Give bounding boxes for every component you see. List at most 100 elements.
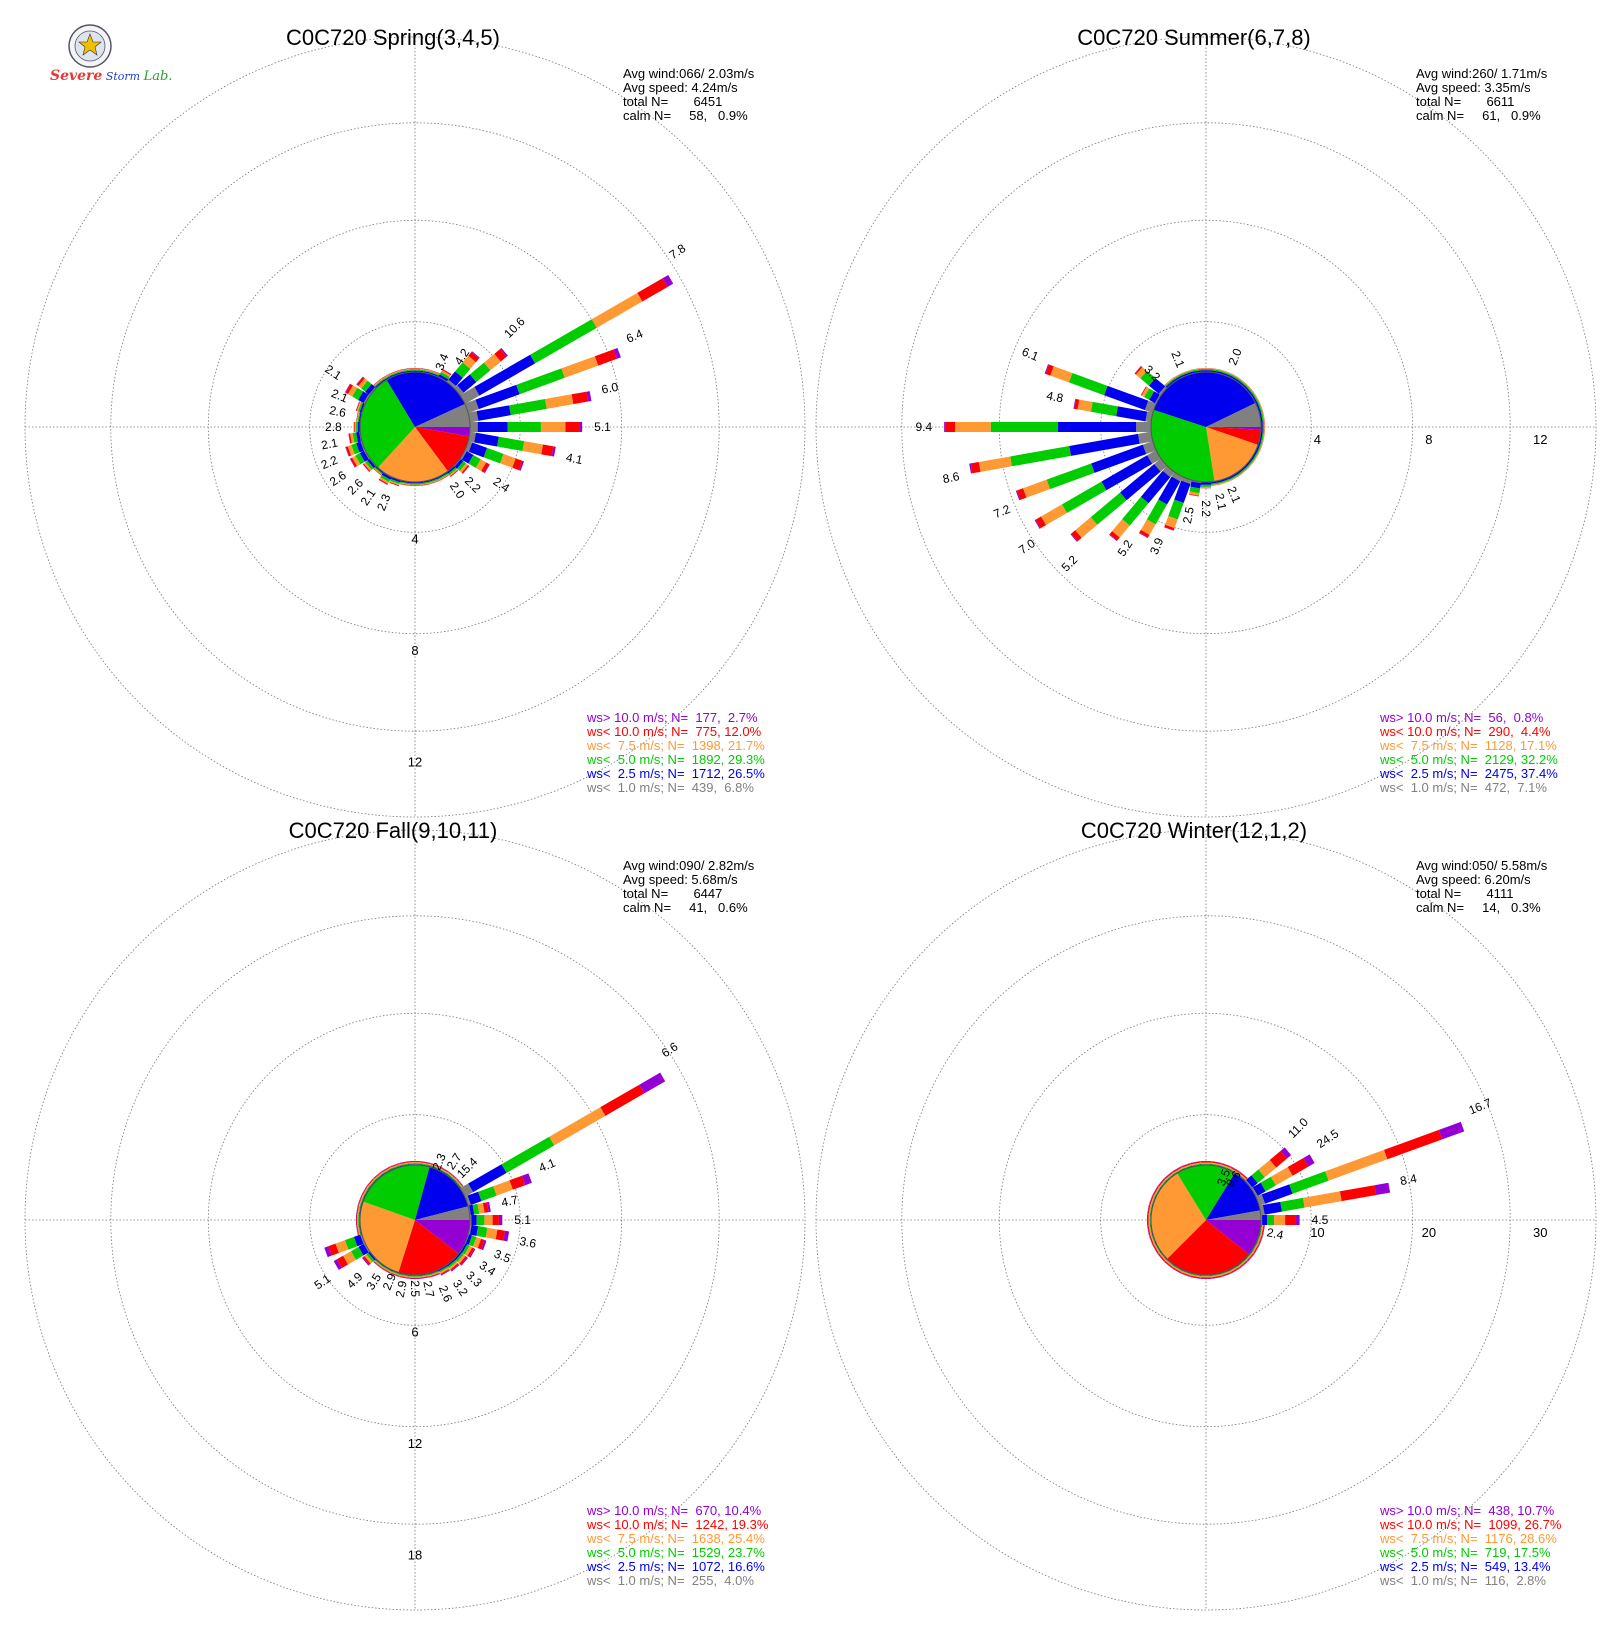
panel-title: C0C720 Fall(9,10,11) xyxy=(289,818,498,843)
sector-bar-segment xyxy=(464,441,473,452)
sector-bar-segment xyxy=(1190,1276,1201,1279)
sector-bar-segment xyxy=(1289,1171,1329,1194)
sector-bar-segment xyxy=(429,370,440,375)
sector-bar-segment xyxy=(390,369,400,374)
sector-bar-segment xyxy=(1144,388,1155,400)
sector-bar-segment xyxy=(335,1240,349,1254)
stats-line: calm N= 61, 0.9% xyxy=(1416,108,1541,123)
sector-bar-segment xyxy=(519,460,525,471)
sector-bar-segment xyxy=(456,461,467,472)
sector-bar-segment xyxy=(1201,1276,1211,1278)
sector-bar-segment xyxy=(358,378,368,389)
sector-bar-segment xyxy=(1274,1215,1286,1225)
legend-entry: ws< 1.0 m/s; N= 116, 2.8% xyxy=(1379,1573,1546,1588)
sector-bar-segment xyxy=(600,1084,645,1116)
sector-bar-segment xyxy=(1152,1186,1158,1196)
sector-bar-segment xyxy=(451,1264,460,1272)
sector-bar-segment xyxy=(450,470,459,478)
sector-value-label: 2.2 xyxy=(319,453,340,472)
sector-bar-segment xyxy=(1256,441,1262,452)
pie-slice xyxy=(1206,1220,1261,1255)
sector-bar-segment xyxy=(358,1243,369,1256)
sector-bar-segment xyxy=(1210,1274,1221,1278)
sector-bar-segment xyxy=(1116,406,1148,422)
sector-bar-segment xyxy=(356,422,358,432)
sector-bar-segment xyxy=(1251,1169,1265,1184)
sector-bar-segment xyxy=(355,401,360,412)
sector-value-label: 4.1 xyxy=(537,1156,558,1175)
sector-bar-segment xyxy=(419,1274,430,1277)
sector-bar-segment xyxy=(1147,1204,1150,1215)
sector-bar-segment xyxy=(1148,1235,1153,1245)
sector-bar-segment xyxy=(662,275,674,287)
sector-bar-segment xyxy=(1046,463,1095,490)
sector-value-label: 2.7 xyxy=(420,1280,437,1299)
sector-bar-segment xyxy=(359,1195,365,1206)
sector-bar-segment xyxy=(399,1276,410,1279)
sector-bar-segment xyxy=(1438,1121,1465,1140)
sector-bar-segment xyxy=(448,1261,458,1270)
range-ring xyxy=(815,829,1597,1611)
sector-bar-segment xyxy=(381,373,390,379)
sector-bar-segment xyxy=(454,459,464,469)
sector-bar-segment xyxy=(429,371,440,376)
sector-bar-segment xyxy=(1151,1234,1156,1244)
sector-bar-segment xyxy=(1263,432,1265,443)
sector-bar-segment xyxy=(1260,1224,1264,1235)
sector-bar-segment xyxy=(1239,378,1248,386)
sector-bar-segment xyxy=(1220,1164,1231,1169)
sector-bar-segment xyxy=(419,481,430,485)
sector-bar-segment xyxy=(521,1173,532,1186)
sector-bar-segment xyxy=(1251,1243,1258,1253)
sector-bar-segment xyxy=(381,1267,391,1274)
sector-bar-segment xyxy=(470,422,478,432)
sector-bar-segment xyxy=(355,401,360,411)
sector-bar-segment xyxy=(356,1204,359,1215)
pie-slice xyxy=(398,1220,459,1276)
sector-bar-segment xyxy=(1201,368,1211,371)
sector-value-label: 6.0 xyxy=(600,380,619,397)
sector-bar-segment xyxy=(1230,1166,1240,1172)
sector-bar-segment xyxy=(357,1195,362,1205)
sector-bar-segment xyxy=(420,1161,431,1164)
sector-bar-segment xyxy=(1246,1253,1255,1262)
sector-bar-segment xyxy=(429,477,439,482)
sector-bar-segment xyxy=(549,1107,606,1146)
sector-value-label: 8.6 xyxy=(942,469,961,486)
stats-line: total N= 6447 xyxy=(623,886,722,901)
sector-bar-segment xyxy=(1221,1162,1231,1167)
sector-bar-segment xyxy=(468,442,488,458)
sector-bar-segment xyxy=(483,353,501,371)
sector-bar-segment xyxy=(410,1163,420,1165)
sector-bar-segment xyxy=(474,354,536,396)
sector-value-label: 5.2 xyxy=(1059,552,1081,574)
sector-bar-segment xyxy=(1254,393,1260,402)
sector-bar-segment xyxy=(476,1226,488,1238)
sector-bar-segment xyxy=(1229,1265,1239,1272)
sector-bar-segment xyxy=(1220,477,1231,483)
sector-bar-segment xyxy=(420,484,431,486)
sector-bar-segment xyxy=(1237,380,1247,388)
sector-bar-segment xyxy=(1189,493,1199,497)
sector-bar-segment xyxy=(400,369,411,373)
sector-value-label: 5.1 xyxy=(514,1213,531,1227)
sector-bar-segment xyxy=(456,1178,464,1187)
sector-bar-segment xyxy=(439,1166,449,1173)
stats-line: Avg wind:260/ 1.71m/s xyxy=(1416,66,1548,81)
sector-bar-segment xyxy=(373,468,382,476)
sector-bar-segment xyxy=(1220,1270,1230,1275)
stats-line: total N= 6611 xyxy=(1416,94,1514,109)
pie-slice xyxy=(1206,427,1261,430)
sector-bar-segment xyxy=(1068,373,1108,396)
sector-bar-segment xyxy=(457,1254,466,1264)
sector-bar-segment xyxy=(1181,1272,1192,1277)
sector-bar-segment xyxy=(530,319,597,364)
sector-bar-segment xyxy=(1201,370,1211,372)
sector-bar-segment xyxy=(382,375,392,382)
sector-bar-segment xyxy=(1220,370,1231,376)
sector-bar-segment xyxy=(955,422,991,432)
sector-bar-segment xyxy=(1164,378,1172,386)
sector-bar-segment xyxy=(475,459,487,471)
sector-bar-segment xyxy=(1247,1253,1255,1262)
sector-bar-segment xyxy=(1259,1235,1264,1245)
